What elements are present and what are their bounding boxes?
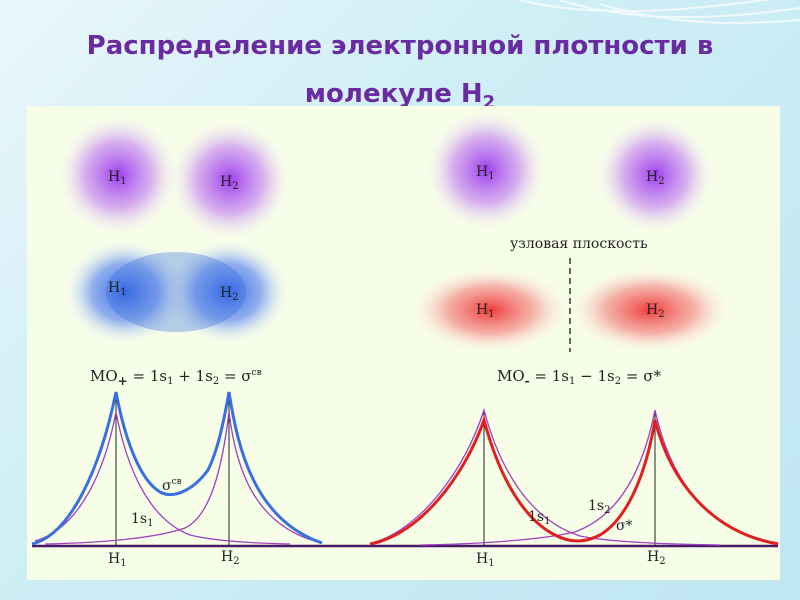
bonding-overlap [106, 252, 246, 332]
antibonding-formula: MO- = 1s1 − 1s2 = σ* [497, 367, 661, 388]
antibonding-mo-curve [369, 414, 779, 546]
sigma-star-label: σ* [616, 518, 633, 534]
bonding-cloud-part-1 [65, 240, 185, 344]
ao-curve-1s2 [44, 411, 319, 545]
nodal-plane-label: узловая плоскость [510, 236, 648, 252]
atom-cloud-h1-left [58, 115, 178, 235]
antibonding-cloud-h1 [412, 268, 568, 352]
label-h2: H2 [220, 174, 239, 192]
label-h2: H2 [646, 169, 665, 187]
atom-cloud-h1-right [426, 110, 546, 230]
atom-cloud-h2-right [597, 117, 713, 233]
slide-title-line-2: молекуле H2 [40, 74, 760, 123]
bonding-mo-curve [31, 391, 323, 546]
axis-label-h1: H1 [476, 551, 495, 569]
ao-curve-1s1 [371, 407, 721, 546]
title-text: молекуле H [304, 79, 483, 109]
label-h1: H1 [108, 169, 127, 187]
atom-cloud-h2-left [170, 120, 290, 240]
ao-label-1s2: 1s2 [588, 498, 610, 516]
slide-title-line-1: Распределение электронной плотности в [86, 31, 714, 61]
ao-curve-1s1 [34, 411, 291, 545]
axis-label-h2: H2 [221, 549, 240, 567]
diagram-panel: H1 H2 H1 H2 H1 H2 узловая плоскость H1 H… [27, 106, 780, 580]
sigma-bonding-label: σсв [162, 477, 182, 494]
label-h1: H1 [108, 280, 127, 298]
label-h2: H2 [220, 285, 239, 303]
bonding-cloud-part-2 [168, 240, 288, 344]
ao-label-1s1: 1s1 [528, 509, 550, 527]
bonding-plot: σсв 1s1 H1 H2 [31, 391, 323, 569]
axis-label-h1: H1 [108, 551, 127, 569]
axis-label-h2: H2 [647, 549, 666, 567]
ao-label-1s1: 1s1 [131, 511, 153, 529]
bonding-formula: MO+ = 1s1 + 1s2 = σсв [90, 367, 262, 388]
antibonding-plot: 1s1 1s2 σ* H1 H2 [369, 407, 779, 569]
label-h1: H1 [476, 164, 495, 182]
antibonding-cloud-h2 [570, 268, 730, 352]
label-h1: H1 [476, 302, 495, 320]
orbital-diagram: H1 H2 H1 H2 H1 H2 узловая плоскость H1 H… [31, 110, 779, 569]
label-h2: H2 [646, 302, 665, 320]
